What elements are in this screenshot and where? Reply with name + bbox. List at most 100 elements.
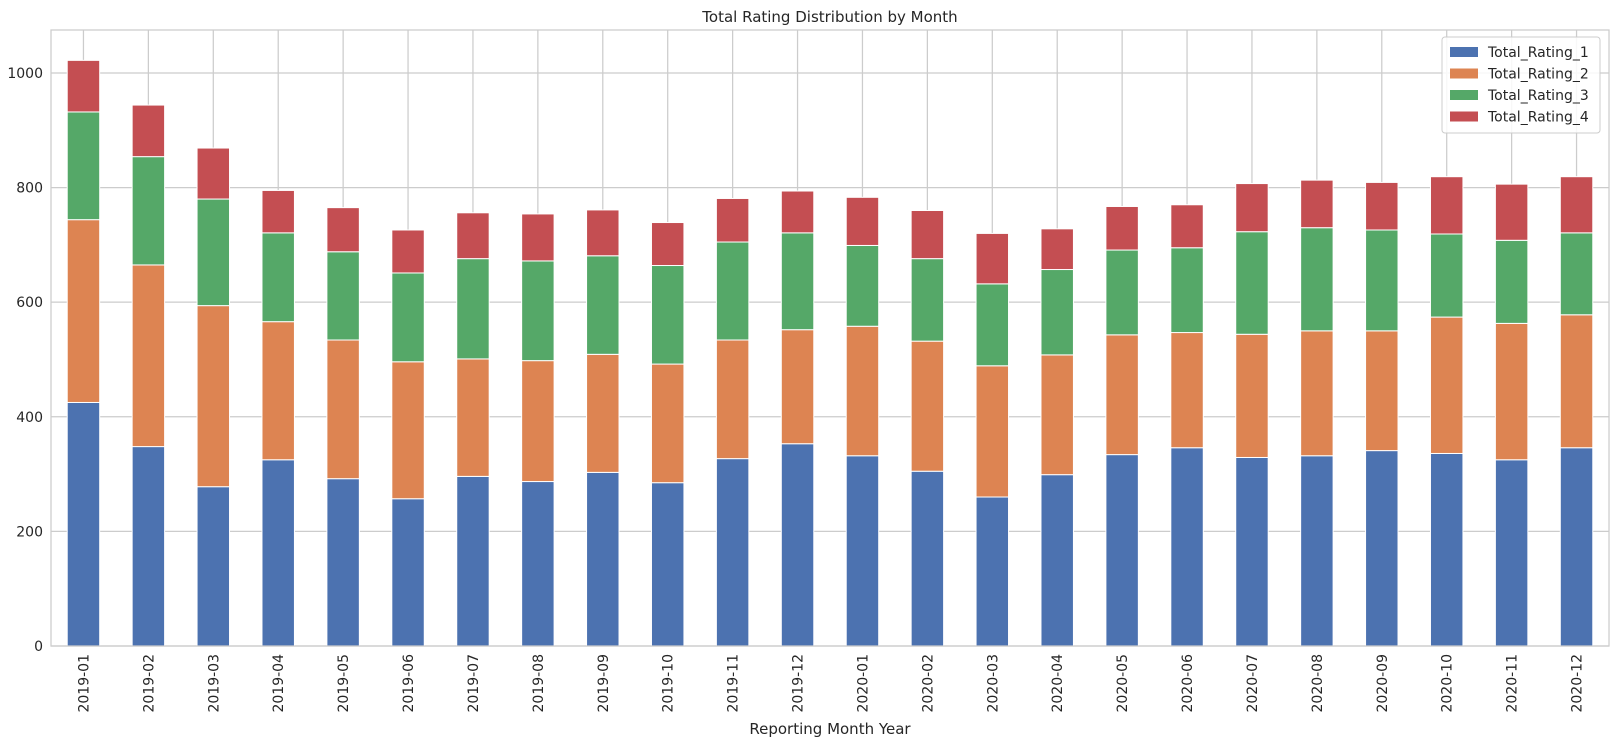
bar-Total_Rating_4-2019-06 xyxy=(391,229,425,274)
y-tick-label: 0 xyxy=(34,639,43,655)
bar-Total_Rating_1-2020-09 xyxy=(1365,450,1399,647)
bar-Total_Rating_4-2020-11 xyxy=(1494,183,1529,241)
x-tick-label: 2019-09 xyxy=(596,654,612,713)
bar-Total_Rating_1-2019-02 xyxy=(131,446,166,647)
bar-Total_Rating_2-2020-04 xyxy=(1040,354,1074,476)
bar-Total_Rating_3-2019-03 xyxy=(196,198,231,307)
x-tick-label: 2019-05 xyxy=(336,654,352,713)
x-tick-label: 2019-11 xyxy=(726,654,742,713)
x-tick-label: 2020-04 xyxy=(1050,654,1066,713)
legend-label: Total_Rating_2 xyxy=(1487,67,1589,83)
y-tick-label: 800 xyxy=(16,181,43,197)
bar-Total_Rating_1-2019-09 xyxy=(586,471,620,647)
bar-Total_Rating_3-2019-07 xyxy=(456,258,490,360)
bar-Total_Rating_1-2019-10 xyxy=(650,482,685,647)
legend-label: Total_Rating_3 xyxy=(1487,88,1589,104)
bar-Total_Rating_3-2020-09 xyxy=(1365,229,1399,332)
bar-Total_Rating_3-2019-08 xyxy=(521,260,555,362)
bar-Total_Rating_1-2019-04 xyxy=(261,459,295,647)
bar-Total_Rating_4-2020-07 xyxy=(1235,183,1269,233)
bar-Total_Rating_4-2020-09 xyxy=(1365,181,1399,231)
bar-Total_Rating_1-2019-05 xyxy=(326,478,360,647)
bar-Total_Rating_2-2019-10 xyxy=(650,363,685,484)
x-tick-label: 2020-03 xyxy=(985,654,1001,713)
bar-Total_Rating_2-2020-06 xyxy=(1170,332,1204,449)
x-tick-label: 2019-01 xyxy=(76,654,92,713)
bar-Total_Rating_3-2020-01 xyxy=(845,244,880,327)
chart-title: Total Rating Distribution by Month xyxy=(701,8,957,26)
x-tick-label: 2019-03 xyxy=(206,654,222,713)
plot-frame xyxy=(50,29,1610,647)
bar-Total_Rating_4-2020-12 xyxy=(1559,176,1594,234)
bar-Total_Rating_1-2020-05 xyxy=(1105,454,1139,647)
bar-Total_Rating_3-2020-05 xyxy=(1105,249,1139,336)
bar-Total_Rating_1-2019-12 xyxy=(780,443,815,647)
bar-Total_Rating_2-2020-05 xyxy=(1105,334,1139,456)
x-tick-label: 2020-11 xyxy=(1505,654,1521,713)
bar-Total_Rating_1-2019-07 xyxy=(456,475,490,647)
bar-Total_Rating_2-2019-07 xyxy=(456,358,490,477)
bar-Total_Rating_1-2020-03 xyxy=(975,496,1010,647)
x-tick-label: 2020-02 xyxy=(920,654,936,713)
legend-swatch xyxy=(1450,111,1478,122)
x-tick-label: 2019-10 xyxy=(661,654,677,713)
bar-Total_Rating_4-2020-01 xyxy=(845,196,880,246)
bar-Total_Rating_2-2020-10 xyxy=(1429,316,1464,454)
bar-Total_Rating_2-2019-12 xyxy=(780,329,815,445)
legend-label: Total_Rating_1 xyxy=(1487,45,1589,61)
legend-swatch xyxy=(1450,47,1478,57)
bar-Total_Rating_1-2019-06 xyxy=(391,498,425,647)
bar-Total_Rating_1-2020-10 xyxy=(1429,452,1464,647)
bar-Total_Rating_1-2020-11 xyxy=(1494,459,1529,647)
bar-Total_Rating_4-2020-05 xyxy=(1105,205,1139,251)
bar-Total_Rating_4-2019-04 xyxy=(261,189,295,234)
bar-Total_Rating_1-2020-08 xyxy=(1300,455,1334,647)
bar-Total_Rating_1-2020-12 xyxy=(1559,447,1594,647)
bar-Total_Rating_4-2019-03 xyxy=(196,147,231,200)
bar-Total_Rating_4-2020-03 xyxy=(975,232,1010,285)
bar-Total_Rating_1-2020-06 xyxy=(1170,447,1204,647)
bar-Total_Rating_3-2019-05 xyxy=(326,251,360,341)
bar-Total_Rating_2-2020-11 xyxy=(1494,322,1529,461)
y-tick-labels: 0 200 400 600 800 1000 xyxy=(7,66,43,655)
bar-Total_Rating_3-2020-11 xyxy=(1494,239,1529,324)
bar-Total_Rating_3-2020-06 xyxy=(1170,247,1204,334)
bar-Total_Rating_4-2019-05 xyxy=(326,207,360,253)
bar-Total_Rating_2-2019-05 xyxy=(326,339,360,480)
bar-Total_Rating_1-2020-07 xyxy=(1235,456,1269,647)
legend-swatch xyxy=(1450,68,1478,79)
bar-Total_Rating_2-2020-02 xyxy=(910,340,945,472)
bar-Total_Rating_2-2019-09 xyxy=(586,353,620,473)
x-tick-label: 2020-12 xyxy=(1570,654,1586,713)
bar-Total_Rating_4-2020-08 xyxy=(1300,179,1334,229)
bar-Total_Rating_3-2019-09 xyxy=(586,255,620,355)
bar-Total_Rating_3-2020-04 xyxy=(1040,269,1074,356)
bar-Total_Rating_4-2019-02 xyxy=(131,104,166,158)
bar-Total_Rating_1-2020-04 xyxy=(1040,474,1074,647)
bar-Total_Rating_1-2019-08 xyxy=(521,481,555,647)
bar-Total_Rating_3-2020-02 xyxy=(910,258,945,342)
x-tick-label: 2020-10 xyxy=(1440,654,1456,713)
x-tick-labels: 2019-01 2019-02 2019-03 2019-04 2019-05 2019-… xyxy=(76,654,1585,713)
bar-Total_Rating_2-2020-12 xyxy=(1559,314,1594,449)
x-tick-label: 2019-04 xyxy=(271,654,287,713)
x-tick-label: 2020-01 xyxy=(855,654,871,713)
bar-Total_Rating_4-2019-09 xyxy=(586,209,620,257)
bar-Total_Rating_1-2020-02 xyxy=(910,470,945,647)
bar-Total_Rating_3-2020-10 xyxy=(1429,233,1464,318)
x-tick-label: 2019-02 xyxy=(141,654,157,713)
y-tick-label: 1000 xyxy=(7,66,43,82)
y-tick-label: 400 xyxy=(16,410,43,426)
bar-Total_Rating_2-2020-08 xyxy=(1300,330,1334,457)
bar-Total_Rating_2-2020-03 xyxy=(975,365,1010,498)
bar-Total_Rating_2-2019-04 xyxy=(261,321,295,461)
bar-Total_Rating_3-2019-12 xyxy=(780,232,815,331)
bar-Total_Rating_3-2019-02 xyxy=(131,156,166,266)
bar-Total_Rating_2-2020-07 xyxy=(1235,333,1269,458)
bar-Total_Rating_3-2020-08 xyxy=(1300,227,1334,332)
bar-Total_Rating_3-2019-04 xyxy=(261,232,295,323)
bar-Total_Rating_4-2019-10 xyxy=(650,222,685,267)
bar-Total_Rating_4-2020-06 xyxy=(1170,204,1204,249)
legend: Total_Rating_1 Total_Rating_2 Total_Rating… xyxy=(1441,36,1601,134)
